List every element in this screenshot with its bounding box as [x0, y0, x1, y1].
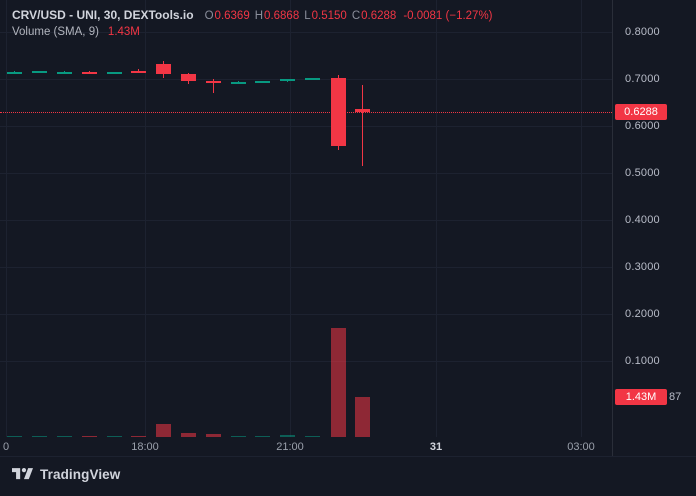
- grid-line-vertical: [145, 0, 146, 437]
- volume-bar: [279, 435, 295, 437]
- candle-body: [130, 70, 146, 73]
- volume-legend-row: Volume (SMA, 9) 1.43M: [12, 26, 493, 38]
- grid-line-vertical: [436, 0, 437, 437]
- ohlc-close-label: C: [351, 10, 361, 22]
- time-axis-label: 18:00: [131, 441, 159, 453]
- volume-bar: [230, 435, 246, 437]
- candle-body: [56, 71, 72, 74]
- grid-line-horizontal: [0, 173, 612, 174]
- candle-wick: [361, 85, 363, 166]
- grid-line-vertical: [6, 0, 7, 437]
- tradingview-attribution-link[interactable]: TradingView: [12, 461, 120, 487]
- candle-body: [180, 74, 196, 81]
- candle-body: [205, 80, 221, 84]
- price-axis-label: 0.3000: [625, 261, 660, 273]
- volume-value-badge: 1.43M: [615, 388, 667, 405]
- candle-body: [155, 64, 171, 75]
- candle-body: [6, 71, 22, 74]
- symbol-title[interactable]: CRV/USD - UNI, 30, DEXTools.io: [12, 8, 194, 22]
- volume-bar: [304, 435, 320, 437]
- ohlc-low-label: L: [304, 10, 311, 22]
- price-change: -0.0081 (−1.27%): [403, 10, 493, 22]
- ohlc-open-value: 0.6369: [214, 10, 250, 22]
- current-price-badge: 0.6288: [615, 104, 667, 121]
- volume-bar: [254, 435, 270, 437]
- volume-bar: [56, 436, 72, 437]
- ohlc-low-value: 0.5150: [311, 10, 347, 22]
- candle-body: [81, 71, 97, 74]
- grid-line-horizontal: [0, 220, 612, 221]
- candle-body: [106, 71, 122, 74]
- current-price-line: [0, 112, 612, 114]
- candle-wick: [212, 79, 214, 94]
- partial-axis-label: 87: [669, 390, 682, 403]
- price-axis-label: 0.2000: [625, 308, 660, 320]
- candle-body: [31, 71, 47, 74]
- candle-body: [254, 81, 270, 84]
- volume-bar: [31, 436, 47, 437]
- volume-bar: [330, 327, 346, 437]
- time-axis-label: 0: [2, 441, 10, 453]
- time-axis-label: 21:00: [276, 441, 304, 453]
- grid-line-vertical: [290, 0, 291, 437]
- candle-body: [279, 79, 295, 82]
- volume-indicator-value: 1.43M: [107, 26, 140, 38]
- ohlc-high-value: 0.6868: [264, 10, 300, 22]
- legend: CRV/USD - UNI, 30, DEXTools.io O 0.6369 …: [12, 8, 493, 42]
- candle-body: [354, 108, 370, 113]
- grid-line-horizontal: [0, 361, 612, 362]
- time-axis-label: 03:00: [567, 441, 595, 453]
- grid-line-horizontal: [0, 32, 612, 33]
- candle-body: [230, 81, 246, 84]
- volume-bar: [354, 396, 370, 437]
- grid-line-horizontal: [0, 126, 612, 127]
- price-axis-label: 0.7000: [625, 73, 660, 85]
- tradingview-brand-text: TradingView: [40, 466, 121, 482]
- axis-divider: [0, 456, 696, 457]
- price-axis-label: 0.6000: [625, 120, 660, 132]
- tradingview-logo-icon: [12, 466, 33, 483]
- ohlc-close-value: 0.6288: [361, 10, 397, 22]
- volume-bar: [180, 432, 196, 437]
- volume-indicator-label[interactable]: Volume (SMA, 9): [12, 26, 99, 38]
- current-price-badge-row: 0.6288: [615, 104, 667, 121]
- volume-bar: [155, 424, 171, 437]
- price-axis-label: 0.4000: [625, 214, 660, 226]
- price-axis-label: 0.8000: [625, 26, 660, 38]
- time-axis-label: 31: [429, 441, 443, 453]
- time-axis[interactable]: 0 18:00 21:00 31 03:00: [0, 437, 612, 456]
- symbol-legend-row: CRV/USD - UNI, 30, DEXTools.io O 0.6369 …: [12, 8, 493, 22]
- ohlc-open-label: O: [204, 10, 214, 22]
- candle-body: [304, 78, 320, 81]
- price-axis[interactable]: 0.6288 1.43M 87 0.8000 0.7000 0.6000 0.5000…: [612, 0, 696, 456]
- volume-bar: [106, 436, 122, 437]
- volume-bar: [81, 435, 97, 437]
- price-axis-label: 0.1000: [625, 355, 660, 367]
- ohlc-high-label: H: [254, 10, 264, 22]
- volume-badge-row: 1.43M 87: [615, 388, 682, 405]
- grid-line-horizontal: [0, 267, 612, 268]
- candle-body: [330, 78, 346, 146]
- chart-pane[interactable]: [0, 0, 612, 437]
- volume-bar: [6, 436, 22, 437]
- price-axis-label: 0.5000: [625, 167, 660, 179]
- volume-bar: [205, 433, 221, 437]
- grid-line-vertical: [581, 0, 582, 437]
- volume-bar: [130, 436, 146, 437]
- grid-line-horizontal: [0, 314, 612, 315]
